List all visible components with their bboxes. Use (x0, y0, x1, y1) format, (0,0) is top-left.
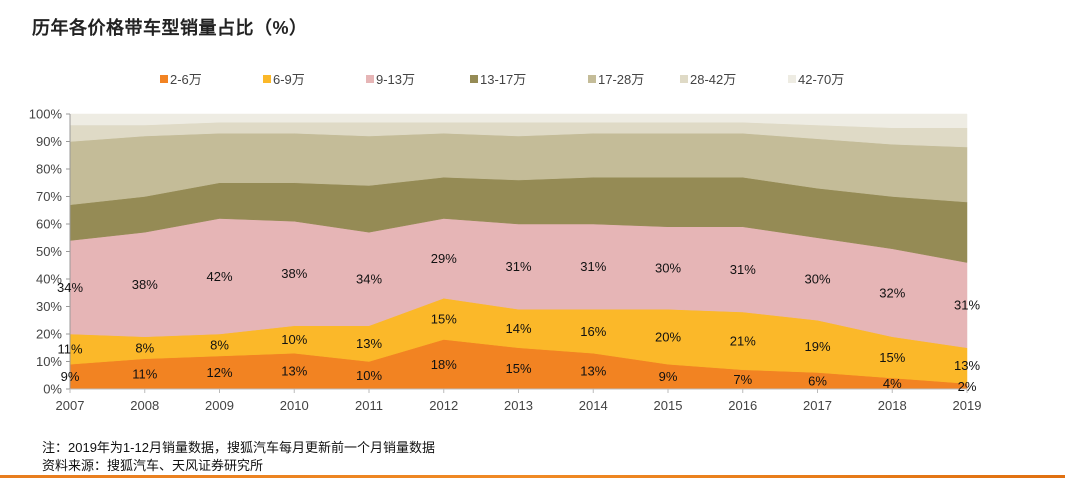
legend-swatch (588, 74, 596, 83)
data-label: 31% (505, 259, 531, 274)
data-label: 12% (206, 365, 232, 380)
data-label: 34% (356, 272, 382, 287)
legend-item: 17-28万 (588, 69, 644, 88)
data-label: 4% (883, 376, 902, 391)
legend-label: 42-70万 (798, 72, 845, 87)
legend-label: 6-9万 (273, 72, 305, 87)
stacked-area-chart: 0% 10% 20% 30% 40% 50% 60% 70% 80% 90% 100% 2007 200… (29, 107, 982, 414)
x-tick-label: 2010 (280, 398, 309, 413)
legend-label: 28-42万 (690, 72, 737, 87)
legend-swatch (680, 74, 688, 83)
data-label: 10% (356, 368, 382, 383)
data-label: 30% (655, 261, 681, 276)
y-tick-label: 90% (36, 134, 62, 149)
legend-swatch (366, 74, 374, 83)
data-label: 30% (804, 272, 830, 287)
data-label: 14% (505, 321, 531, 336)
data-label: 31% (954, 298, 980, 313)
data-label: 15% (879, 350, 905, 365)
x-tick-label: 2011 (355, 398, 383, 413)
data-label: 13% (281, 364, 307, 379)
legend-swatch (788, 74, 796, 83)
x-tick-label: 2018 (878, 398, 907, 413)
legend-item: 6-9万 (263, 69, 305, 88)
data-label: 13% (954, 358, 980, 373)
y-tick-label: 40% (36, 272, 62, 287)
data-label: 19% (804, 339, 830, 354)
y-tick-label: 50% (36, 244, 62, 259)
x-tick-label: 2019 (953, 398, 982, 413)
y-tick-label: 20% (36, 327, 62, 342)
data-label: 11% (57, 342, 82, 357)
data-label: 20% (655, 329, 681, 344)
data-label: 13% (356, 336, 382, 351)
data-label: 31% (580, 259, 606, 274)
legend-item: 2-6万 (160, 69, 202, 88)
data-label: 29% (431, 251, 457, 266)
y-tick-label: 80% (36, 162, 62, 177)
data-label: 42% (206, 269, 232, 284)
data-label: 38% (132, 277, 158, 292)
data-label: 34% (57, 280, 83, 295)
legend-swatch (470, 74, 478, 83)
bottom-accent-bar (0, 475, 1065, 478)
legend-item: 42-70万 (788, 69, 844, 88)
data-label: 18% (431, 357, 457, 372)
data-label: 8% (210, 338, 229, 353)
legend-item: 28-42万 (680, 69, 736, 88)
x-tick-label: 2014 (579, 398, 608, 413)
data-label: 8% (135, 340, 154, 355)
chart-note: 注：2019年为1-12月销量数据，搜狐汽车每月更新前一个月销量数据 (42, 440, 435, 455)
x-tick-label: 2016 (728, 398, 757, 413)
area-series-42-70万 (69, 113, 968, 128)
y-tick-label: 0% (43, 382, 62, 397)
y-tick-label: 70% (36, 189, 62, 204)
data-label: 9% (61, 369, 80, 384)
data-label: 38% (281, 266, 307, 281)
x-tick-label: 2017 (803, 398, 832, 413)
y-tick-label: 60% (36, 217, 62, 232)
x-tick-label: 2013 (504, 398, 533, 413)
data-label: 7% (733, 372, 752, 387)
data-label: 21% (730, 333, 756, 348)
legend-swatch (263, 74, 271, 83)
chart-title: 历年各价格带车型销量占比（%） (32, 18, 308, 38)
data-label: 31% (730, 262, 756, 277)
legend-item: 9-13万 (366, 69, 415, 88)
x-tick-label: 2008 (130, 398, 159, 413)
data-label: 16% (580, 324, 606, 339)
x-tick-label: 2012 (429, 398, 458, 413)
legend-label: 2-6万 (170, 72, 202, 87)
legend-label: 13-17万 (480, 72, 527, 87)
data-label: 15% (431, 311, 457, 326)
legend-swatch (160, 74, 168, 83)
legend-label: 17-28万 (598, 72, 645, 87)
data-label: 9% (659, 369, 678, 384)
data-label: 32% (879, 285, 905, 300)
data-label: 11% (132, 366, 157, 381)
data-label: 10% (281, 332, 307, 347)
data-label: 6% (808, 373, 827, 388)
data-label: 13% (580, 364, 606, 379)
x-tick-label: 2009 (205, 398, 234, 413)
data-label: 15% (505, 361, 531, 376)
legend-label: 9-13万 (376, 72, 416, 87)
y-tick-label: 30% (36, 299, 62, 314)
x-tick-label: 2007 (56, 398, 85, 413)
y-tick-label: 100% (29, 107, 63, 122)
data-label: 2% (958, 379, 977, 394)
chart-source: 资料来源：搜狐汽车、天风证券研究所 (42, 458, 264, 473)
x-tick-label: 2015 (654, 398, 683, 413)
legend-item: 13-17万 (470, 69, 526, 88)
y-tick-label: 10% (36, 354, 62, 369)
